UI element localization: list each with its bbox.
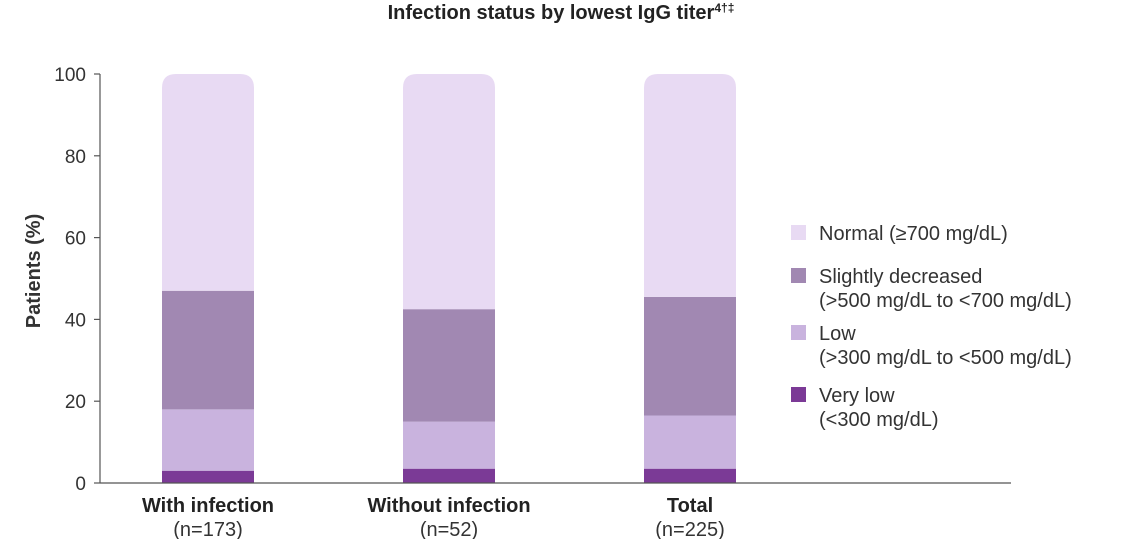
bar-segment-low [403,421,495,469]
bars-group [162,74,736,483]
y-axis-label: Patients (%) [23,214,45,328]
x-category-label: Total [667,495,713,517]
x-category-sublabel: (n=52) [420,519,478,539]
legend-entry: Slightly decreased(>500 mg/dL to <700 mg… [791,266,1072,312]
bar-stack [403,74,495,483]
legend-label: (<300 mg/dL) [819,409,939,431]
legend-entry: Normal (≥700 mg/dL) [791,223,1008,245]
x-axis: With infection(n=173)Without infection(n… [100,482,1011,539]
legend-label: Slightly decreased [819,266,982,288]
bar-segment-low [162,409,254,471]
legend-swatch [791,268,806,283]
legend: Normal (≥700 mg/dL) Slightly decreased(>5… [791,223,1072,431]
legend-swatch [791,387,806,402]
bar-segment-slightly-decreased [162,290,254,410]
bar-segment-normal [644,74,736,297]
y-tick-label: 100 [54,65,86,86]
x-category-sublabel: (n=173) [173,519,243,539]
chart-title: Infection status by lowest IgG titer4†‡ [388,1,735,24]
legend-label: (>300 mg/dL to <500 mg/dL) [819,347,1072,369]
y-tick-label: 0 [75,474,86,495]
chart-title-superscript: 4†‡ [714,1,734,15]
legend-label: Low [819,323,856,345]
bar-segment-normal [162,74,254,291]
legend-label: Very low [819,385,895,407]
bar-segment-very-low [162,470,254,483]
bar-segment-very-low [644,468,736,483]
bar-segment-very-low [403,468,495,483]
y-tick-label: 60 [65,229,86,250]
bar-segment-slightly-decreased [403,309,495,422]
y-axis: 0 20 40 60 80 100 [54,65,101,495]
y-tick-label: 20 [65,392,86,413]
legend-label: Normal (≥700 mg/dL) [819,223,1008,245]
x-category-sublabel: (n=225) [655,519,725,539]
legend-entry: Very low(<300 mg/dL) [791,385,939,431]
y-tick-label: 40 [65,310,86,331]
x-category-label: With infection [142,495,274,517]
legend-entry: Low(>300 mg/dL to <500 mg/dL) [791,323,1072,369]
bar-segment-slightly-decreased [644,296,736,416]
bar-stack [644,74,736,483]
bar-stack [162,74,254,483]
legend-swatch [791,225,806,240]
legend-swatch [791,325,806,340]
chart-title-text: Infection status by lowest IgG titer [388,2,715,24]
legend-label: (>500 mg/dL to <700 mg/dL) [819,290,1072,312]
y-tick-label: 80 [65,147,86,168]
bar-segment-low [644,415,736,469]
bar-segment-normal [403,74,495,310]
x-category-label: Without infection [367,495,530,517]
